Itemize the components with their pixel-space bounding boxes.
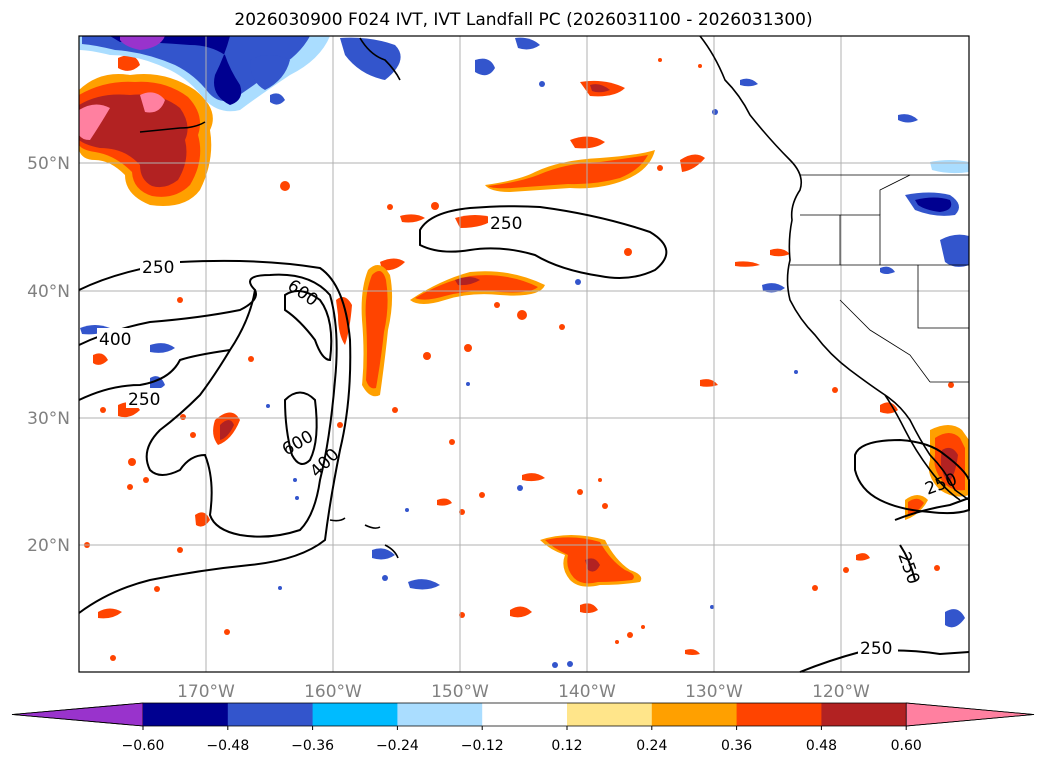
graticule (79, 36, 969, 672)
map-title: 2026030900 F024 IVT, IVT Landfall PC (20… (234, 10, 813, 30)
map-frame (78, 35, 970, 673)
lon-label: 170°W (177, 682, 235, 702)
colorbar-segment (482, 703, 568, 726)
contour-labels: 250 250 400 600 250 600 400 250 250 250 (97, 212, 960, 659)
lat-label: 20°N (27, 536, 70, 556)
colorbar-segment (312, 703, 398, 726)
lon-label: 140°W (558, 682, 616, 702)
colorbar-tick-label: −0.24 (376, 738, 419, 754)
lat-label: 40°N (27, 282, 70, 302)
lon-label: 150°W (431, 682, 489, 702)
lat-label: 50°N (27, 154, 70, 174)
colorbar-tick-label: −0.48 (206, 738, 249, 754)
longitude-labels: 170°W 160°W 150°W 140°W 130°W 120°W (177, 682, 870, 702)
map-background (79, 36, 969, 672)
colorbar: −0.60 −0.48 −0.36 −0.24 −0.12 0.12 0.24 0.36 0.4… (11, 702, 1035, 754)
ivt-shading (79, 36, 969, 668)
coastlines (139, 35, 970, 559)
colorbar-extend-high (905, 702, 1035, 727)
colorbar-segment (397, 703, 483, 726)
lon-label: 120°W (812, 682, 870, 702)
contour-label: 250 (142, 258, 174, 278)
colorbar-tick-label: 0.12 (551, 738, 582, 754)
lat-label: 30°N (27, 409, 70, 429)
colorbar-tick-label: 0.48 (806, 738, 837, 754)
contour-label: 250 (490, 214, 522, 234)
contour-label: 250 (860, 639, 892, 659)
contour-label: 400 (99, 330, 131, 350)
colorbar-segment (651, 703, 738, 726)
colorbar-tick-label: −0.36 (291, 738, 334, 754)
colorbar-segment (821, 703, 907, 726)
latitude-labels: 50°N 40°N 30°N 20°N (27, 154, 70, 556)
lon-label: 130°W (685, 682, 743, 702)
colorbar-tick-label: 0.60 (891, 738, 922, 754)
colorbar-segment (227, 703, 314, 726)
borders (790, 174, 969, 383)
colorbar-tick-label: 0.36 (721, 738, 752, 754)
colorbar-tick-label: −0.60 (122, 738, 165, 754)
contour-label: 250 (128, 390, 160, 410)
colorbar-extend-low (11, 702, 144, 727)
colorbar-segment (736, 703, 822, 726)
colorbar-tick-label: 0.24 (636, 738, 667, 754)
colorbar-segment (143, 703, 229, 726)
colorbar-tick-label: −0.12 (461, 738, 504, 754)
colorbar-segment (567, 703, 653, 726)
lon-label: 160°W (304, 682, 362, 702)
